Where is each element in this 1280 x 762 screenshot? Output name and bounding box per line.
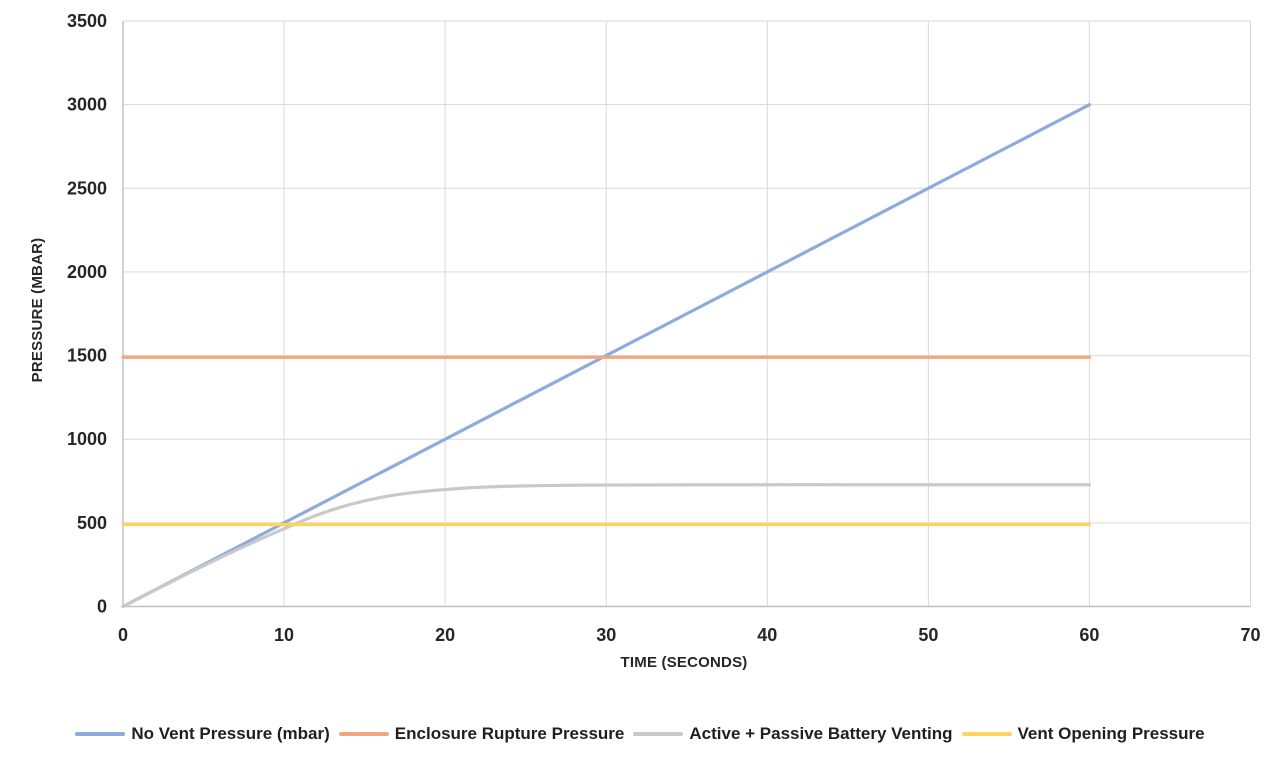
legend-label: Vent Opening Pressure xyxy=(1017,724,1205,743)
chart-legend: No Vent Pressure (mbar) Enclosure Rupture… xyxy=(0,721,1280,747)
gridlines xyxy=(123,20,1251,607)
legend-label: No Vent Pressure (mbar) xyxy=(131,724,330,743)
legend-label: Active + Passive Battery Venting xyxy=(689,724,953,743)
x-tick-label: 50 xyxy=(918,625,938,645)
legend-label: Enclosure Rupture Pressure xyxy=(394,724,625,743)
legend-item-3: Active + Passive Battery Venting xyxy=(633,724,953,744)
tick-labels: 0 500 1000 1500 2000 2500 3000 3500 0 10 20 30 40 50 6… xyxy=(67,11,1261,645)
x-tick-label: 10 xyxy=(274,625,294,645)
x-tick-label: 20 xyxy=(435,625,455,645)
legend-swatch-icon xyxy=(338,732,389,736)
series-lines xyxy=(121,103,1092,609)
x-tick-label: 40 xyxy=(757,625,777,645)
x-tick-label: 30 xyxy=(596,625,616,645)
x-tick-label: 70 xyxy=(1240,625,1260,645)
legend-swatch-icon xyxy=(961,732,1012,736)
x-tick-label: 60 xyxy=(1079,625,1099,645)
axis-lines xyxy=(122,21,1251,608)
legend-swatch-icon xyxy=(633,732,684,736)
y-tick-label: 2000 xyxy=(67,262,107,282)
y-tick-label: 3500 xyxy=(67,11,107,31)
legend-item-4: Vent Opening Pressure xyxy=(961,724,1205,744)
y-tick-label: 500 xyxy=(77,513,107,533)
series-line-1 xyxy=(121,103,1092,609)
y-tick-label: 2500 xyxy=(67,178,107,198)
y-tick-label: 3000 xyxy=(67,95,107,115)
legend-item-1: No Vent Pressure (mbar) xyxy=(75,724,330,744)
y-axis-title: PRESSURE (MBAR) xyxy=(29,238,46,383)
legend-item-2: Enclosure Rupture Pressure xyxy=(338,724,625,744)
y-tick-label: 0 xyxy=(97,597,107,617)
plot-area: 0 500 1000 1500 2000 2500 3000 3500 0 10 20 30 40 50 6… xyxy=(29,11,1261,671)
y-tick-label: 1000 xyxy=(67,429,107,449)
legend-swatch-icon xyxy=(75,732,126,736)
x-tick-label: 0 xyxy=(118,625,128,645)
series-line-3 xyxy=(121,483,1092,609)
y-tick-label: 1500 xyxy=(67,346,107,366)
x-axis-title: TIME (SECONDS) xyxy=(621,654,748,671)
